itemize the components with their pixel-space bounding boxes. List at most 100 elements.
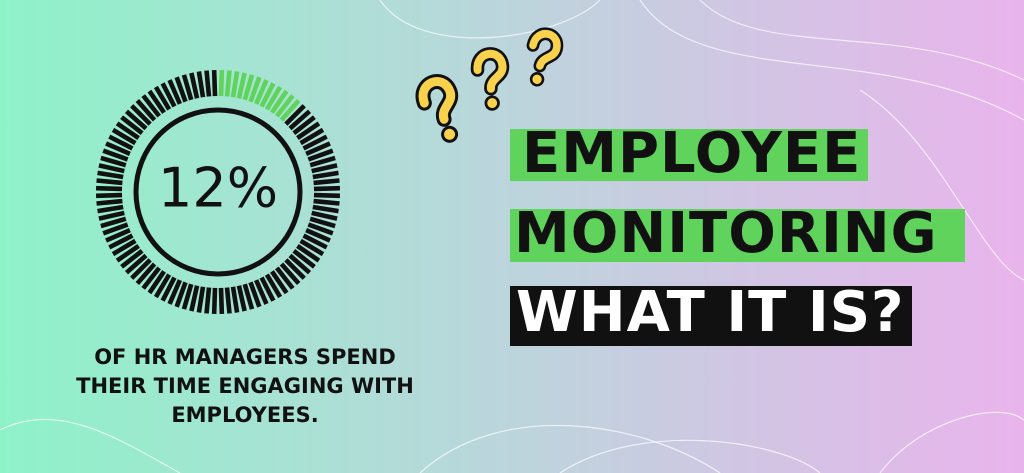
gauge-segment xyxy=(120,249,144,269)
gauge-segment xyxy=(313,185,341,192)
gauge-segment xyxy=(305,141,331,156)
gauge-segment xyxy=(102,222,129,236)
gauge-segment xyxy=(108,233,134,250)
gauge-segment xyxy=(160,82,177,108)
headline: EMPLOYEE MONITORING WHAT IT IS? xyxy=(510,121,965,346)
gauge-segment xyxy=(98,210,125,221)
gauge-segment xyxy=(254,279,269,305)
gauge-segment xyxy=(218,287,225,315)
gauge-segment xyxy=(141,266,161,290)
gauge-segment xyxy=(105,141,131,156)
highlight xyxy=(510,209,965,262)
gauge-segment xyxy=(302,233,328,250)
gauge-segment xyxy=(95,192,123,199)
gauge-segment xyxy=(174,76,188,103)
gauge-segment xyxy=(292,115,316,135)
gauge-fill-segment xyxy=(242,74,255,101)
gauge-fill-segment xyxy=(224,70,232,97)
gauge-segment xyxy=(288,253,312,275)
gauge-segment xyxy=(130,104,152,126)
gauge-segment xyxy=(305,228,331,243)
headline-line: WHAT IT IS? xyxy=(516,280,905,345)
caption-line: EMPLOYEES. xyxy=(171,403,318,427)
caption-line: THEIR TIME ENGAGING WITH xyxy=(76,374,414,398)
gauge-segment xyxy=(141,94,161,118)
gauge-segment xyxy=(153,85,172,111)
gauge-segment xyxy=(100,155,127,168)
gauge-segment xyxy=(105,228,131,243)
gauge-segment xyxy=(211,69,218,97)
gauge-segment xyxy=(174,281,188,308)
gauge-fill-segment xyxy=(230,71,240,98)
gauge-segment xyxy=(296,121,321,140)
gauge-segment xyxy=(264,273,283,299)
gauge-segment xyxy=(313,178,340,186)
question-marks xyxy=(415,27,564,143)
gauge-segment xyxy=(100,216,127,229)
gauge-segment xyxy=(299,127,325,146)
gauge-segment xyxy=(248,281,262,308)
gauge-segment xyxy=(153,273,172,299)
gauge-segment xyxy=(111,238,137,257)
headline-line: EMPLOYEE xyxy=(522,121,861,186)
gauge-segment xyxy=(242,283,255,310)
gauge-segment xyxy=(108,134,134,151)
gauge-segment xyxy=(147,89,166,114)
gauge-fill-segment xyxy=(275,94,295,118)
gauge-segment xyxy=(299,238,325,257)
gauge-segment xyxy=(259,276,276,302)
gauge-segment xyxy=(312,170,339,180)
gauge-segment xyxy=(211,287,218,315)
highlight xyxy=(510,129,868,181)
gauge-segment xyxy=(204,70,212,97)
question-mark xyxy=(526,27,564,87)
gauge-segment xyxy=(311,210,338,221)
gauge-segment xyxy=(124,253,148,275)
gauge-segment xyxy=(302,134,328,151)
gauge-segment xyxy=(284,258,306,280)
gauge-segment xyxy=(313,198,340,206)
gauge-segment xyxy=(102,148,129,162)
gauge-fill-segment xyxy=(218,69,225,97)
gauge-segment xyxy=(296,244,321,263)
gauge-segment xyxy=(204,287,212,314)
question-mark xyxy=(415,74,459,143)
gauge-segment xyxy=(115,121,140,140)
gauge-segment xyxy=(224,287,232,314)
gauge-segment xyxy=(189,285,200,312)
gauge-segment xyxy=(160,276,177,302)
gauge-segment xyxy=(181,283,194,310)
gauge-segment xyxy=(97,204,124,214)
caption: OF HR MANAGERS SPEND THEIR TIME ENGAGING… xyxy=(76,345,414,427)
gauge-segment xyxy=(236,285,247,312)
gauge-fill-segment xyxy=(254,79,269,105)
gauge-segment xyxy=(189,72,200,99)
gauge-fill-segment xyxy=(248,76,262,103)
gauge-segment xyxy=(230,286,240,313)
gauge-segment xyxy=(309,216,336,229)
highlight xyxy=(510,286,912,346)
gauge-segment xyxy=(284,104,306,126)
gauge-fill-segment xyxy=(236,72,247,99)
gauge-segment xyxy=(96,178,123,186)
gauge-segment xyxy=(270,270,289,295)
gauge-segment xyxy=(135,262,157,286)
gauge-fill-segment xyxy=(264,85,283,111)
gauge-value: 12% xyxy=(158,157,278,220)
inner-ring xyxy=(133,107,303,277)
gauge-segment xyxy=(124,109,148,131)
gauge-segment xyxy=(130,258,152,280)
gauge xyxy=(95,69,341,315)
gauge-segment xyxy=(147,270,166,295)
gauge-fill-segment xyxy=(279,98,301,122)
gauge-segment xyxy=(97,170,124,180)
question-mark xyxy=(470,47,510,111)
gauge-segment xyxy=(196,71,206,98)
gauge-segment xyxy=(311,163,338,174)
headline-line: MONITORING xyxy=(514,201,938,266)
gauge-segment xyxy=(111,127,137,146)
gauge-segment xyxy=(307,148,334,162)
gauge-segment xyxy=(167,279,182,305)
caption-line: OF HR MANAGERS SPEND xyxy=(94,345,396,369)
